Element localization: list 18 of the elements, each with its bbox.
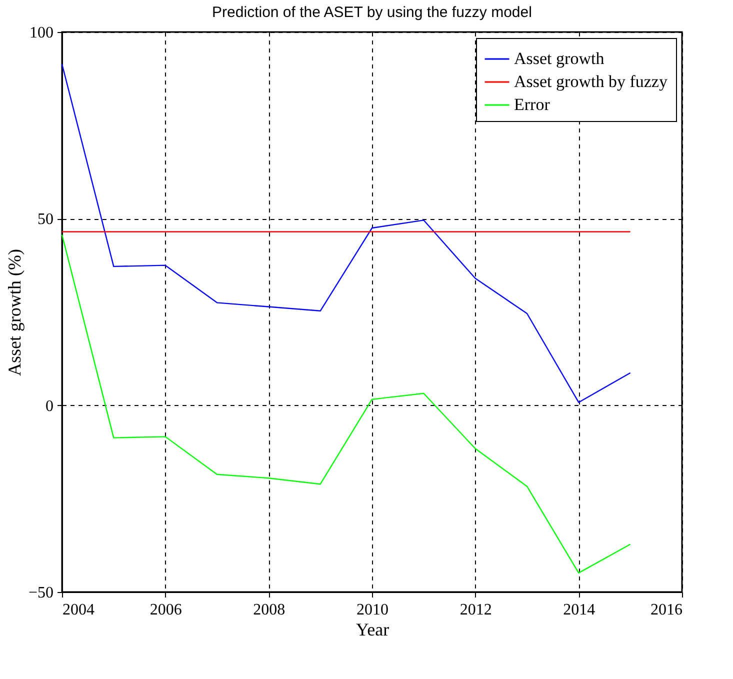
chart-title: Prediction of the ASET by using the fuzzy model [212, 4, 532, 21]
y-axis-title: Asset growth (%) [4, 249, 24, 376]
line-series [61, 234, 631, 574]
x-tick-label: 2016 [650, 602, 682, 618]
x-tick-label: 2008 [253, 602, 286, 618]
x-tick-label: 2006 [150, 602, 182, 618]
x-axis-title: Year [356, 620, 390, 640]
x-tick-label: 2010 [356, 602, 388, 618]
legend-label: Asset growth [514, 49, 605, 68]
y-tick-label: 50 [38, 211, 54, 228]
legend-label: Error [514, 95, 550, 114]
x-tick-label: 2014 [563, 602, 596, 618]
x-tick-label: 2012 [460, 602, 492, 618]
legend-label: Asset growth by fuzzy [514, 72, 668, 91]
y-tick-label: 0 [46, 398, 54, 415]
x-tick-label: 2004 [62, 602, 94, 618]
y-tick-label: −50 [28, 584, 54, 602]
y-tick-label: 100 [30, 24, 54, 42]
